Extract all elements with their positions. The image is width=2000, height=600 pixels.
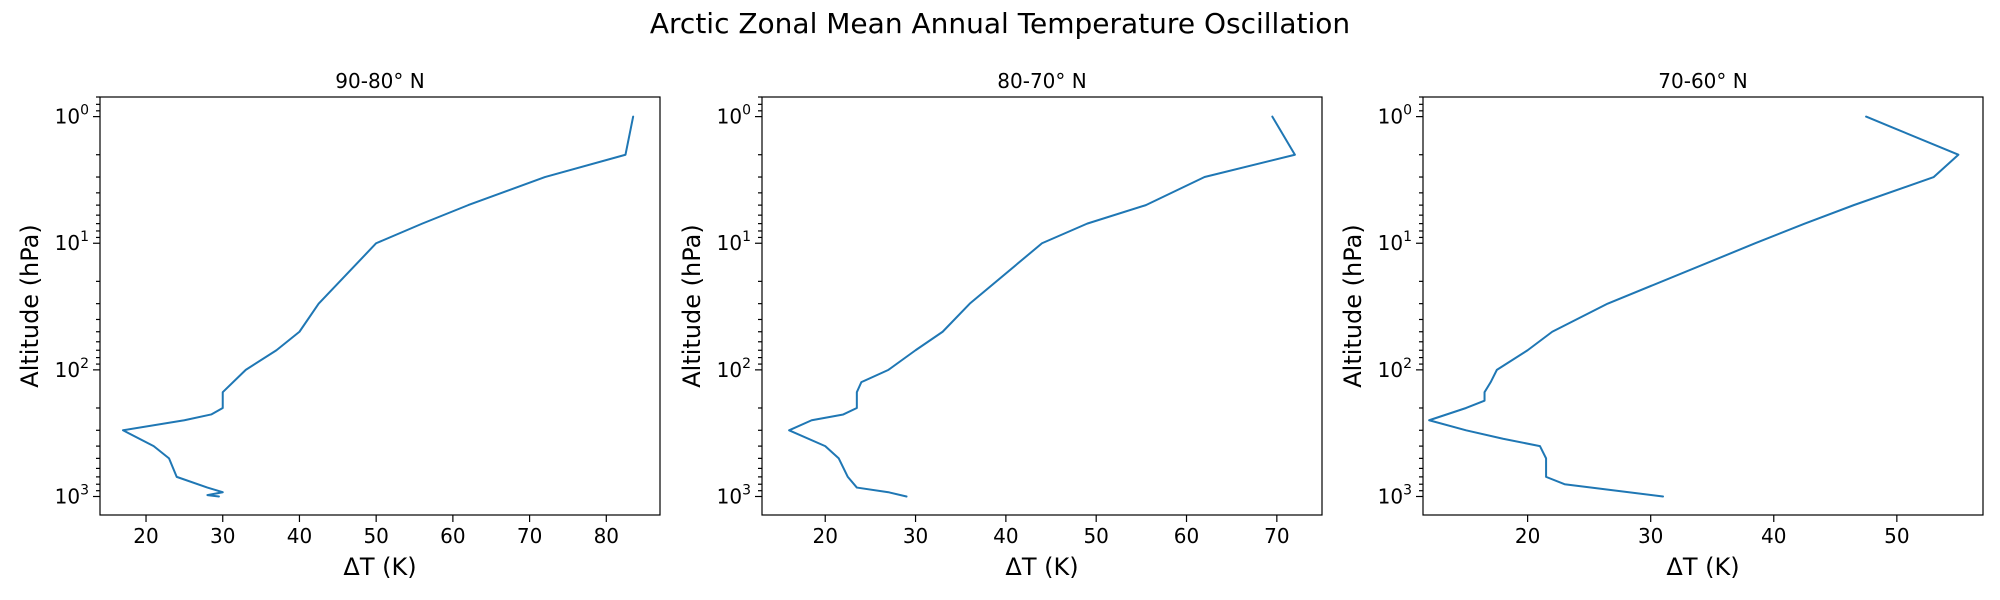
panel-title: 70-60° N	[1658, 69, 1747, 93]
plot-frame	[99, 96, 661, 516]
series-line	[1428, 115, 1960, 498]
y-tick-label: 101	[1378, 229, 1412, 255]
panel-3: 70-60° N 20 30 40 50 100 101 102 103 ΔT (K) Altitu…	[1339, 69, 1984, 581]
x-axis-label: ΔT (K)	[343, 553, 416, 581]
y-axis-label: Altitude (hPa)	[678, 224, 706, 387]
y-tick-label: 102	[717, 356, 751, 382]
x-tick-label: 30	[1638, 524, 1663, 548]
y-axis-label: Altitude (hPa)	[16, 224, 44, 387]
y-tick-label: 103	[1378, 482, 1412, 508]
plot-frame	[761, 96, 1323, 516]
x-axis-label: ΔT (K)	[1666, 553, 1739, 581]
y-tick-label: 100	[1378, 103, 1412, 129]
y-tick-label: 102	[55, 356, 89, 382]
x-tick-label: 40	[1761, 524, 1786, 548]
y-tick-label: 102	[1378, 356, 1412, 382]
x-tick-label: 70	[517, 524, 542, 548]
plot-frame	[1422, 96, 1984, 516]
y-axis-label: Altitude (hPa)	[1339, 224, 1367, 387]
x-tick-label: 50	[1884, 524, 1909, 548]
y-tick-label: 100	[717, 103, 751, 129]
panel-title: 80-70° N	[997, 69, 1086, 93]
x-tick-label: 30	[210, 524, 235, 548]
figure-title: Arctic Zonal Mean Annual Temperature Osc…	[650, 7, 1350, 40]
x-tick-label: 60	[440, 524, 465, 548]
x-tick-label: 60	[1174, 524, 1199, 548]
panel-title: 90-80° N	[335, 69, 424, 93]
y-tick-label: 103	[55, 482, 89, 508]
x-tick-label: 20	[1515, 524, 1540, 548]
series-line	[122, 115, 635, 498]
y-tick-label: 101	[717, 229, 751, 255]
y-tick-label: 103	[717, 482, 751, 508]
x-tick-label: 40	[287, 524, 312, 548]
panel-1: 90-80° N 20 30 40 50 60 70 80 100 101 102 103 ΔT (K)…	[16, 69, 661, 581]
x-tick-label: 70	[1264, 524, 1289, 548]
x-tick-label: 30	[903, 524, 928, 548]
x-tick-label: 40	[993, 524, 1018, 548]
x-tick-label: 20	[812, 524, 837, 548]
x-tick-label: 50	[1083, 524, 1108, 548]
x-tick-label: 20	[133, 524, 158, 548]
series-line	[788, 115, 1296, 498]
x-tick-label: 50	[363, 524, 388, 548]
y-tick-label: 100	[55, 103, 89, 129]
x-axis-label: ΔT (K)	[1005, 553, 1078, 581]
panel-2: 80-70° N 20 30 40 50 60 70 100 101 102 103 ΔT (K) Al…	[678, 69, 1323, 581]
panels: 90-80° N 20 30 40 50 60 70 80 100 101 102 103 ΔT (K)…	[16, 69, 1984, 581]
y-tick-label: 101	[55, 229, 89, 255]
x-tick-label: 80	[594, 524, 619, 548]
